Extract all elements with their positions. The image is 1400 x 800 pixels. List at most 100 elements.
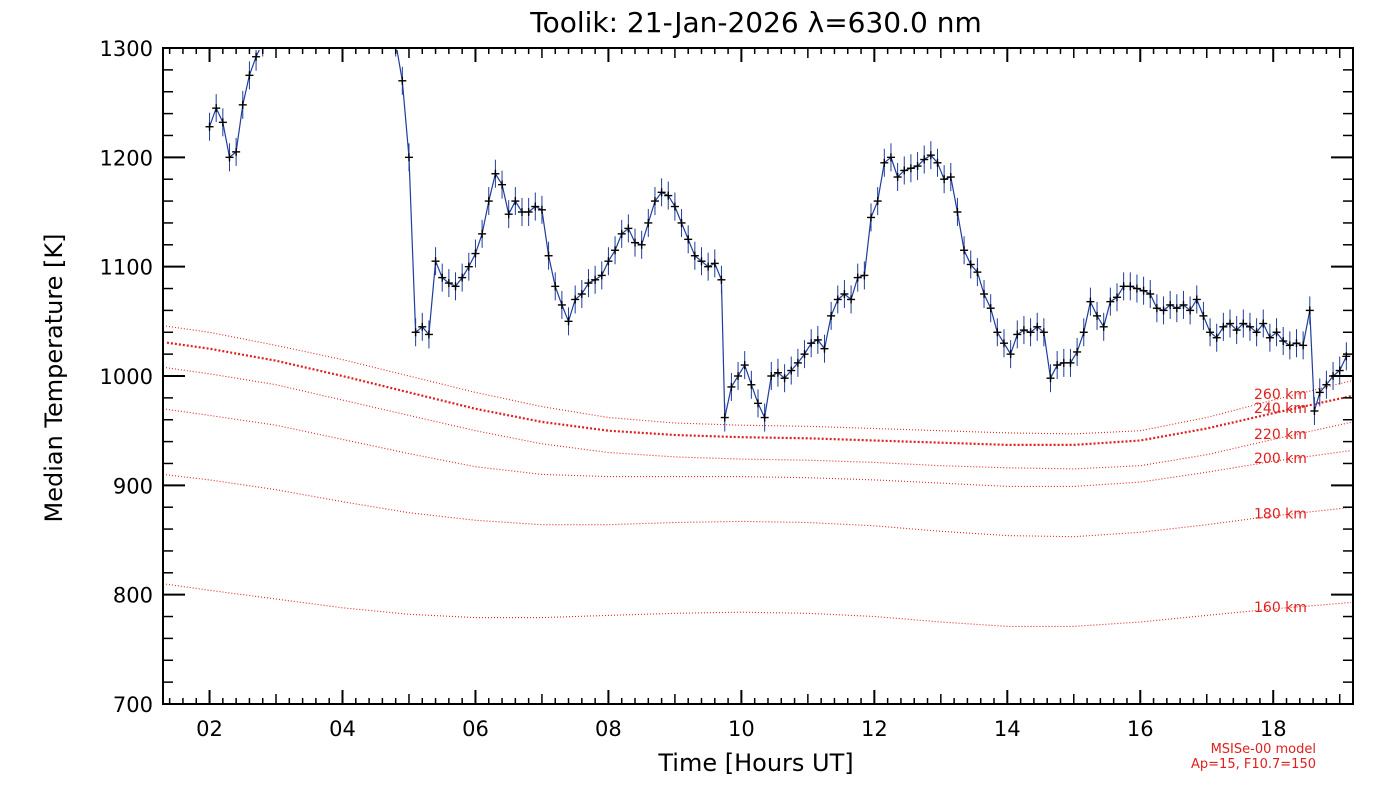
data-point bbox=[1299, 331, 1308, 360]
data-point bbox=[218, 108, 227, 137]
data-point bbox=[1252, 318, 1261, 347]
data-point bbox=[1172, 294, 1181, 323]
data-point bbox=[511, 187, 520, 216]
data-point bbox=[860, 261, 869, 290]
model-label-240-km: 240 km bbox=[1254, 401, 1307, 417]
y-tick-label: 1000 bbox=[100, 365, 153, 389]
data-point bbox=[1026, 318, 1035, 347]
data-point bbox=[1066, 348, 1075, 377]
y-tick-label: 1100 bbox=[100, 256, 153, 280]
model-label-200-km: 200 km bbox=[1254, 451, 1307, 467]
data-point bbox=[464, 252, 473, 281]
data-point bbox=[833, 285, 842, 314]
data-point bbox=[451, 272, 460, 301]
data-point bbox=[1053, 351, 1062, 380]
data-point bbox=[411, 318, 420, 347]
data-point bbox=[986, 294, 995, 323]
data-point bbox=[1206, 318, 1215, 347]
data-point bbox=[631, 228, 640, 257]
y-tick-label: 1200 bbox=[100, 146, 153, 170]
model-curve-160-km bbox=[165, 583, 1351, 627]
data-point bbox=[1265, 323, 1274, 352]
data-point bbox=[584, 269, 593, 298]
data-point bbox=[1139, 276, 1148, 305]
data-point bbox=[637, 230, 646, 259]
data-point bbox=[670, 192, 679, 221]
data-point bbox=[807, 329, 816, 358]
data-point bbox=[946, 163, 955, 192]
data-point bbox=[800, 340, 809, 369]
data-point bbox=[820, 334, 829, 363]
data-point bbox=[1152, 294, 1161, 323]
model-label-260-km: 260 km bbox=[1254, 387, 1307, 403]
data-point bbox=[238, 90, 247, 119]
model-label-160-km: 160 km bbox=[1254, 600, 1307, 616]
data-point bbox=[1315, 378, 1324, 407]
y-tick-label: 900 bbox=[113, 474, 153, 498]
x-tick-label: 04 bbox=[329, 717, 356, 741]
data-point bbox=[1033, 312, 1042, 341]
data-point bbox=[1099, 312, 1108, 341]
data-point bbox=[1305, 296, 1314, 325]
data-point bbox=[537, 195, 546, 224]
data-point bbox=[906, 154, 915, 183]
data-point bbox=[880, 148, 889, 177]
data-point bbox=[760, 403, 769, 432]
data-point bbox=[245, 61, 254, 90]
data-point bbox=[886, 143, 895, 172]
data-point bbox=[504, 200, 513, 229]
data-point bbox=[1245, 312, 1254, 341]
model-note-line-1: MSISe-00 model bbox=[1211, 742, 1316, 757]
data-point bbox=[431, 247, 440, 276]
data-point bbox=[704, 252, 713, 281]
data-point bbox=[953, 198, 962, 226]
data-point bbox=[225, 143, 234, 172]
data-point bbox=[867, 203, 876, 232]
data-point bbox=[232, 137, 241, 166]
data-point bbox=[913, 152, 922, 181]
model-curve-220-km bbox=[165, 367, 1351, 470]
data-point bbox=[557, 290, 566, 319]
data-point bbox=[471, 239, 480, 268]
data-point bbox=[1322, 370, 1331, 399]
data-point bbox=[1146, 280, 1155, 308]
data-point bbox=[710, 249, 719, 278]
y-axis-label: Median Temperature [K] bbox=[40, 233, 68, 522]
y-tick-label: 800 bbox=[113, 584, 153, 608]
data-point bbox=[1342, 342, 1351, 371]
data-point bbox=[827, 301, 836, 330]
data-point bbox=[650, 187, 659, 216]
data-point bbox=[597, 261, 606, 290]
data-point bbox=[1279, 327, 1288, 356]
data-point bbox=[787, 356, 796, 385]
axes: 02 04 06 08 10 12 14 16 18 700 800 900 1000 1100 1200 1… bbox=[100, 37, 1353, 741]
data-point bbox=[1166, 290, 1175, 319]
data-point bbox=[720, 403, 729, 432]
data-point bbox=[754, 389, 762, 418]
data-point bbox=[747, 370, 756, 399]
data-point bbox=[1259, 309, 1268, 338]
model-curve-180-km bbox=[165, 474, 1351, 538]
data-point bbox=[617, 219, 626, 248]
data-point bbox=[920, 145, 929, 174]
data-point bbox=[1292, 329, 1301, 358]
data-point bbox=[491, 159, 500, 188]
y-tick-label: 1300 bbox=[100, 37, 153, 61]
x-tick-label: 10 bbox=[728, 717, 755, 741]
model-curves bbox=[165, 325, 1351, 627]
data-point bbox=[1073, 337, 1082, 366]
data-point bbox=[252, 50, 261, 71]
data-point bbox=[444, 269, 453, 298]
data-point bbox=[973, 258, 982, 287]
data-point bbox=[740, 351, 749, 380]
data-point bbox=[644, 208, 653, 237]
data-point bbox=[980, 280, 989, 308]
data-point bbox=[1212, 323, 1221, 352]
y-tick-label: 700 bbox=[113, 693, 153, 717]
data-point bbox=[1093, 301, 1102, 330]
data-point bbox=[1219, 312, 1228, 341]
data-point bbox=[900, 156, 909, 185]
data-point bbox=[1186, 296, 1195, 325]
model-label-220-km: 220 km bbox=[1254, 427, 1307, 443]
